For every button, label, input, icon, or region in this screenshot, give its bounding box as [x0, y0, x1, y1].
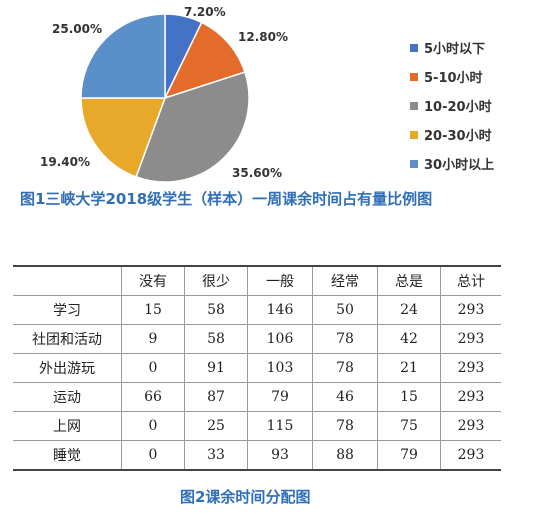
table-header-row: 没有 很少 一般 经常 总是 总计 — [13, 265, 501, 296]
table-cell: 88 — [312, 440, 378, 471]
table-cell: 146 — [247, 295, 313, 325]
pie-value-label-3: 35.60% — [232, 166, 282, 180]
table-cell: 58 — [184, 295, 248, 325]
row-label: 上网 — [13, 411, 122, 441]
legend-swatch — [410, 159, 418, 168]
table-header-cell: 经常 — [312, 265, 378, 296]
table-row: 外出游玩 0 91 103 78 21 293 — [13, 353, 501, 383]
table-header-cell: 没有 — [121, 265, 185, 296]
row-label: 学习 — [13, 295, 122, 325]
legend-label: 10-20小时 — [424, 100, 492, 115]
table-header-cell: 总是 — [377, 265, 441, 296]
distribution-table: 没有 很少 一般 经常 总是 总计 学习 15 58 146 50 24 293 社团和活动 9 58 106… — [13, 265, 501, 471]
pie-slice-4 — [80, 97, 167, 178]
legend-item-1: 5小时以下 — [410, 33, 494, 62]
table-header-cell: 总计 — [440, 265, 501, 296]
table-cell: 24 — [377, 295, 441, 325]
pie-legend: 5小时以下 5-10小时 10-20小时 20-30小时 30小时以上 — [410, 33, 494, 178]
table-cell: 58 — [184, 324, 248, 354]
pie-slice-2 — [163, 21, 246, 100]
table-cell: 50 — [312, 295, 378, 325]
table-cell: 293 — [440, 295, 501, 325]
table-row: 睡觉 0 33 93 88 79 293 — [13, 440, 501, 471]
table-cell: 0 — [121, 440, 185, 471]
legend-label: 30小时以上 — [424, 158, 495, 173]
legend-item-4: 20-30小时 — [410, 120, 494, 149]
legend-item-2: 5-10小时 — [410, 62, 494, 91]
legend-swatch — [410, 101, 418, 110]
pie-value-label-2: 12.80% — [238, 30, 288, 44]
row-label: 运动 — [13, 382, 122, 412]
legend-swatch — [410, 43, 418, 52]
pie-caption: 图1三峡大学2018级学生（样本）一周课余时间占有量比例图 — [20, 190, 433, 208]
table-header-cell: 一般 — [247, 265, 313, 296]
pie-chart: 7.20% 12.80% 35.60% 19.40% 25.00% 5小时以下 5-10小… — [0, 0, 537, 185]
table-cell: 25 — [184, 411, 248, 441]
table-cell: 79 — [377, 440, 441, 471]
table-row: 学习 15 58 146 50 24 293 — [13, 295, 501, 325]
table-cell: 293 — [440, 411, 501, 441]
table-cell: 0 — [121, 353, 185, 383]
table-cell: 46 — [312, 382, 378, 412]
table-cell: 106 — [247, 324, 313, 354]
table-cell: 0 — [121, 411, 185, 441]
table-header-cell — [13, 265, 122, 296]
pie-value-label-1: 7.20% — [184, 5, 226, 19]
legend-item-5: 30小时以上 — [410, 149, 494, 178]
table-cell: 78 — [312, 324, 378, 354]
table-cell: 91 — [184, 353, 248, 383]
pie-slice-3 — [135, 71, 250, 183]
table-cell: 87 — [184, 382, 248, 412]
legend-swatch — [410, 130, 418, 139]
row-label: 外出游玩 — [13, 353, 122, 383]
table-cell: 78 — [312, 353, 378, 383]
row-label: 社团和活动 — [13, 324, 122, 354]
table-cell: 78 — [312, 411, 378, 441]
pie-value-label-5: 25.00% — [52, 22, 102, 36]
legend-label: 20-30小时 — [424, 129, 492, 144]
table-cell: 66 — [121, 382, 185, 412]
legend-label: 5-10小时 — [424, 71, 483, 86]
table-cell: 293 — [440, 353, 501, 383]
pie-slice-5 — [80, 13, 166, 99]
table-cell: 21 — [377, 353, 441, 383]
table-cell: 115 — [247, 411, 313, 441]
table-cell: 93 — [247, 440, 313, 471]
row-label: 睡觉 — [13, 440, 122, 471]
table-row: 运动 66 87 79 46 15 293 — [13, 382, 501, 412]
table-row: 社团和活动 9 58 106 78 42 293 — [13, 324, 501, 354]
table-row: 上网 0 25 115 78 75 293 — [13, 411, 501, 441]
table-cell: 103 — [247, 353, 313, 383]
table-cell: 15 — [121, 295, 185, 325]
table-cell: 79 — [247, 382, 313, 412]
table-cell: 33 — [184, 440, 248, 471]
legend-item-3: 10-20小时 — [410, 91, 494, 120]
legend-swatch — [410, 72, 418, 81]
table-cell: 293 — [440, 324, 501, 354]
table-caption: 图2课余时间分配图 — [180, 488, 311, 506]
table-cell: 293 — [440, 440, 501, 471]
table-cell: 293 — [440, 382, 501, 412]
table-cell: 75 — [377, 411, 441, 441]
pie-value-label-4: 19.40% — [40, 155, 90, 169]
table-cell: 42 — [377, 324, 441, 354]
table-header-cell: 很少 — [184, 265, 248, 296]
table-cell: 15 — [377, 382, 441, 412]
legend-label: 5小时以下 — [424, 42, 486, 57]
table-cell: 9 — [121, 324, 185, 354]
pie-svg — [80, 13, 250, 183]
